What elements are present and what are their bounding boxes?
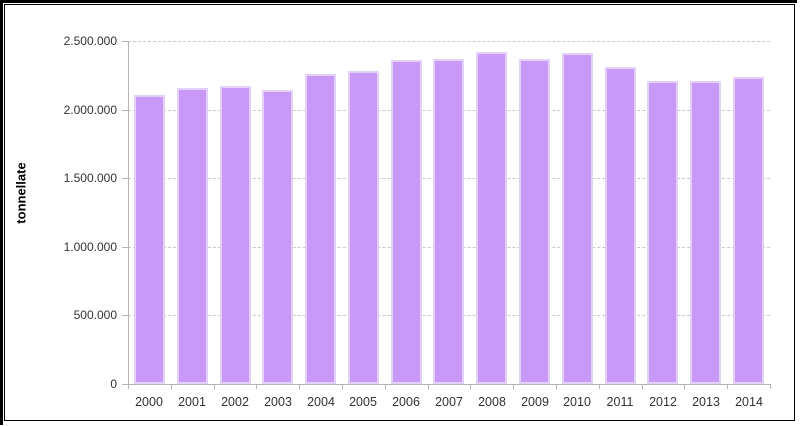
x-axis-tick [385,384,386,389]
y-axis-tick [122,109,128,111]
x-axis-tick [214,384,215,389]
x-tick-label-2010: 2010 [563,395,591,409]
left-edge-border [0,0,3,425]
x-axis-tick [470,384,471,389]
y-axis-tick [122,246,128,248]
bar-2010 [562,53,593,384]
x-tick-label-2001: 2001 [178,395,206,409]
x-axis-tick [684,384,685,389]
y-tick-label: 2.500.000 [63,34,117,48]
y-tick-label: 1.000.000 [63,239,117,254]
x-tick-label-2007: 2007 [435,395,463,409]
y-axis-tick [122,315,128,317]
x-tick-label-2002: 2002 [221,395,249,409]
bar-2009 [519,59,550,384]
bar-2001 [177,88,208,384]
x-tick-label-2009: 2009 [521,395,549,409]
bar-2013 [690,81,721,384]
chart-frame: tonnellate 0 500.000 1.000.000 1.500.000 2.0… [4,4,795,421]
x-tick-label-2008: 2008 [478,395,506,409]
x-axis-tick [342,384,343,389]
y-axis-tick [122,384,128,385]
bar-2007 [433,59,464,384]
bar-2002 [220,86,251,384]
x-axis-tick [513,384,514,389]
gridline [128,41,770,42]
x-tick-label-2006: 2006 [392,395,420,409]
x-axis-tick [642,384,643,389]
x-tick-label-2000: 2000 [135,395,163,409]
x-tick-label-2003: 2003 [264,395,292,409]
y-axis-line [128,41,129,385]
y-tick-label: 2.000.000 [63,102,117,117]
bar-2004 [305,74,336,384]
bar-2008 [476,52,507,384]
x-tick-label-2011: 2011 [606,395,634,409]
x-tick-label-2014: 2014 [735,395,763,409]
x-axis-tick [556,384,557,389]
x-axis-tick [428,384,429,389]
top-edge-border [0,0,797,3]
x-tick-label-2004: 2004 [307,395,335,409]
bar-2003 [262,90,293,384]
y-axis-tick [122,41,128,42]
y-tick-label: 0 [110,377,117,391]
x-tick-label-2005: 2005 [349,395,377,409]
y-tick-label: 1.500.000 [63,171,117,186]
y-axis-tick [122,178,128,180]
x-axis-tick [599,384,600,389]
bar-2014 [733,77,764,384]
x-axis-tick [727,384,728,389]
bar-2011 [605,67,636,384]
x-axis-tick [171,384,172,389]
x-tick-label-2012: 2012 [649,395,677,409]
x-axis-tick [256,384,257,389]
x-axis-line [128,384,771,385]
x-tick-label-2013: 2013 [692,395,720,409]
bar-2012 [647,81,678,384]
x-axis-tick [770,384,771,389]
y-tick-label: 500.000 [73,308,117,323]
bar-2005 [348,71,379,384]
x-axis-tick [299,384,300,389]
x-axis-tick [128,384,129,389]
bar-2000 [134,95,165,384]
bar-2006 [391,60,422,384]
